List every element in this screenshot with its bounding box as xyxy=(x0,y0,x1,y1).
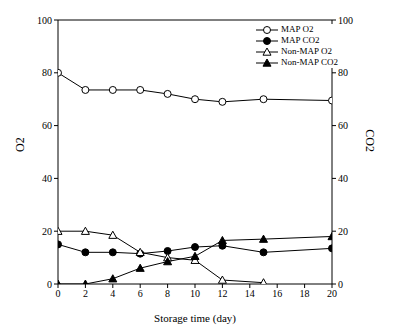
html-text:Non-MAP CO2: Non-MAP CO2 xyxy=(281,57,338,67)
svg-text:16: 16 xyxy=(272,288,282,299)
html-text:Non-MAP O2: Non-MAP O2 xyxy=(281,46,332,56)
svg-text:8: 8 xyxy=(165,288,170,299)
svg-text:2: 2 xyxy=(83,288,88,299)
svg-text:100: 100 xyxy=(338,15,353,26)
html-text:MAP O2: MAP O2 xyxy=(281,24,314,34)
svg-text:40: 40 xyxy=(338,173,348,184)
svg-text:20: 20 xyxy=(42,226,52,237)
svg-text:20: 20 xyxy=(327,288,337,299)
svg-text:6: 6 xyxy=(138,288,143,299)
svg-text:80: 80 xyxy=(338,67,348,78)
svg-text:80: 80 xyxy=(42,67,52,78)
svg-text:14: 14 xyxy=(245,288,255,299)
svg-text:10: 10 xyxy=(190,288,200,299)
svg-text:100: 100 xyxy=(37,15,52,26)
svg-text:0: 0 xyxy=(47,279,52,290)
svg-text:4: 4 xyxy=(110,288,115,299)
svg-text:18: 18 xyxy=(300,288,310,299)
svg-text:40: 40 xyxy=(42,173,52,184)
svg-text:20: 20 xyxy=(338,226,348,237)
html-text:MAP CO2: MAP CO2 xyxy=(281,35,320,45)
svg-text:60: 60 xyxy=(338,120,348,131)
svg-text:O2: O2 xyxy=(13,137,27,152)
svg-text:0: 0 xyxy=(338,279,343,290)
svg-text:0: 0 xyxy=(56,288,61,299)
svg-text:12: 12 xyxy=(217,288,227,299)
svg-text:Storage time (day): Storage time (day) xyxy=(154,312,236,325)
svg-text:CO2: CO2 xyxy=(363,129,377,152)
svg-text:60: 60 xyxy=(42,120,52,131)
